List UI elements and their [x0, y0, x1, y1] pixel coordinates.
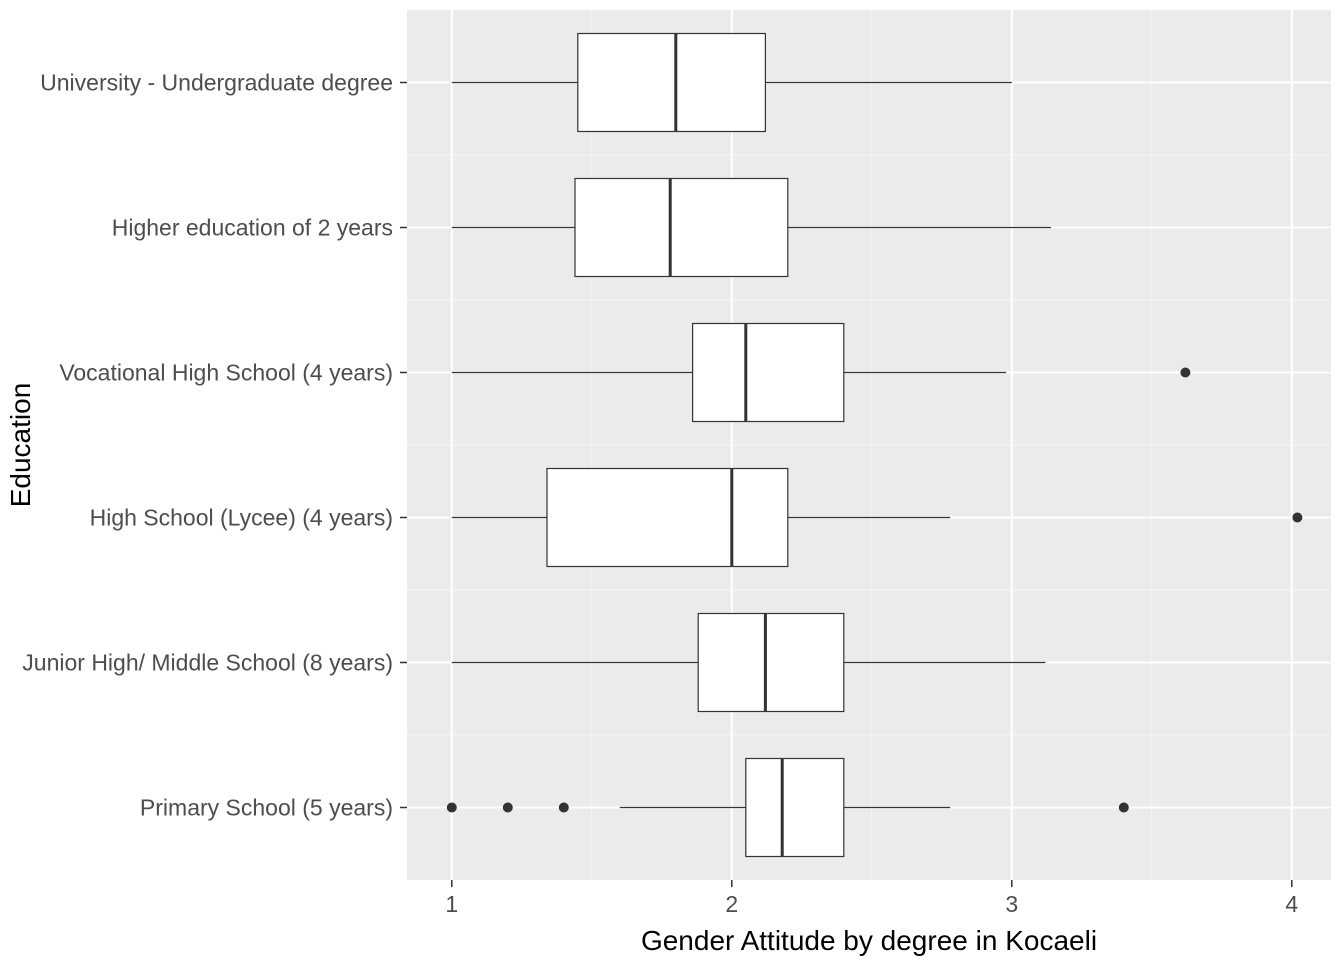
x-axis-tick-label: 4 — [1285, 891, 1298, 917]
x-axis-tick-label: 3 — [1005, 891, 1018, 917]
y-axis-tick-label: Primary School (5 years) — [140, 795, 393, 821]
y-axis-tick-label: University - Undergraduate degree — [40, 70, 393, 96]
y-axis-tick-label: Junior High/ Middle School (8 years) — [22, 650, 393, 676]
x-axis-tick-label: 2 — [725, 891, 738, 917]
y-axis-tick-label: Higher education of 2 years — [112, 215, 393, 241]
y-axis-tick-label: Vocational High School (4 years) — [59, 360, 393, 386]
y-axis-title: Education — [5, 383, 36, 508]
y-axis-tick-label: High School (Lycee) (4 years) — [90, 505, 393, 531]
boxplot-chart: 1 2 3 4 Primary School (5 years) Junior High/… — [0, 0, 1344, 960]
x-axis-title: Gender Attitude by degree in Kocaeli — [641, 925, 1097, 956]
x-axis-tick-label: 1 — [445, 891, 458, 917]
